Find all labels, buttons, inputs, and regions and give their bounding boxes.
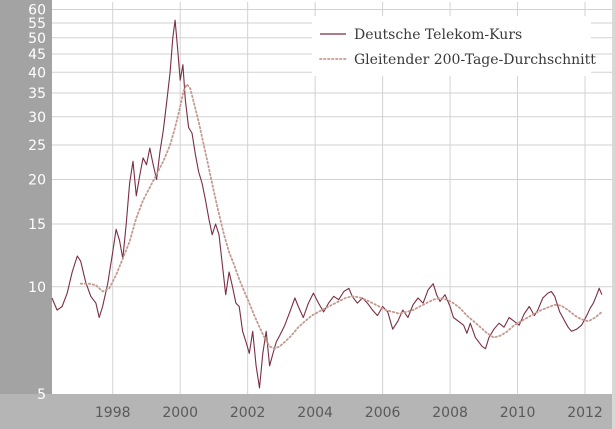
- y-tick-label: 40: [28, 65, 46, 81]
- y-tick-label: 15: [28, 217, 46, 233]
- y-tick-label: 20: [28, 173, 46, 189]
- legend-box: [312, 16, 591, 76]
- y-tick-label: 30: [28, 110, 46, 126]
- legend: Deutsche Telekom-Kurs Gleitender 200-Tage…: [312, 16, 596, 76]
- y-tick-label: 50: [28, 31, 46, 47]
- x-tick-label: 2000: [162, 405, 198, 421]
- x-axis-band: [0, 394, 615, 429]
- y-tick-label: 10: [28, 280, 46, 296]
- x-tick-label: 2012: [567, 405, 603, 421]
- legend-entry: Deutsche Telekom-Kurs: [354, 27, 522, 43]
- y-tick-label: 55: [28, 16, 46, 32]
- right-edge-band: [612, 0, 615, 429]
- x-tick-label: 2004: [297, 405, 333, 421]
- x-tick-label: 2006: [365, 405, 401, 421]
- series-layer: [51, 19, 603, 389]
- y-tick-label: 25: [28, 138, 46, 154]
- x-tick-label: 1998: [95, 405, 131, 421]
- x-tick-label: 2002: [230, 405, 266, 421]
- y-tick-label: 5: [37, 387, 46, 403]
- price-line: [51, 19, 603, 389]
- x-tick-label: 2010: [500, 405, 536, 421]
- y-axis-band: [0, 0, 52, 429]
- moving-average-line: [79, 83, 603, 350]
- x-tick-label: 2008: [432, 405, 468, 421]
- y-tick-label: 35: [28, 86, 46, 102]
- y-tick-label: 45: [28, 47, 46, 63]
- y-tick-label: 60: [28, 3, 46, 19]
- legend-entry: Gleitender 200-Tage-Durchschnitt: [354, 52, 596, 68]
